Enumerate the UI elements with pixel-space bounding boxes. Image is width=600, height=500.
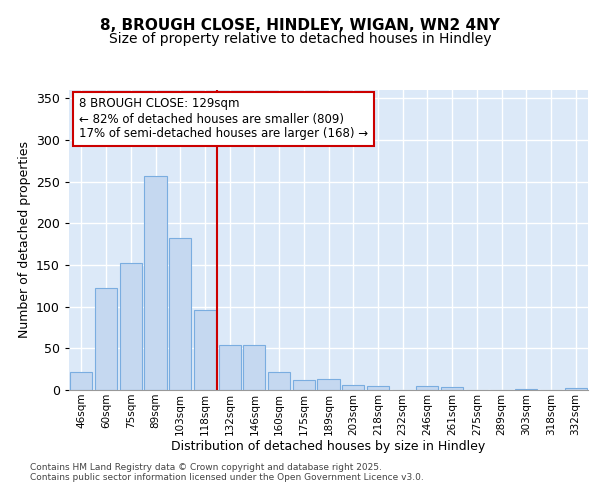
Bar <box>119 262 142 390</box>
Bar <box>367 386 389 390</box>
Text: 8, BROUGH CLOSE, HINDLEY, WIGAN, WN2 4NY: 8, BROUGH CLOSE, HINDLEY, WIGAN, WN2 4NY <box>100 18 500 32</box>
Text: 8 BROUGH CLOSE: 129sqm
← 82% of detached houses are smaller (809)
17% of semi-de: 8 BROUGH CLOSE: 129sqm ← 82% of detached… <box>79 98 368 140</box>
Bar <box>317 379 340 390</box>
Bar <box>441 386 463 390</box>
Y-axis label: Number of detached properties: Number of detached properties <box>17 142 31 338</box>
Bar <box>70 372 92 390</box>
Bar <box>515 389 538 390</box>
Text: Contains HM Land Registry data © Crown copyright and database right 2025.
Contai: Contains HM Land Registry data © Crown c… <box>30 462 424 482</box>
Bar <box>416 386 439 390</box>
Bar <box>293 380 315 390</box>
Bar <box>243 345 265 390</box>
Text: Size of property relative to detached houses in Hindley: Size of property relative to detached ho… <box>109 32 491 46</box>
Bar <box>194 310 216 390</box>
Bar <box>169 238 191 390</box>
X-axis label: Distribution of detached houses by size in Hindley: Distribution of detached houses by size … <box>172 440 485 454</box>
Bar <box>95 288 117 390</box>
Bar <box>218 345 241 390</box>
Bar <box>565 388 587 390</box>
Bar <box>342 385 364 390</box>
Bar <box>145 176 167 390</box>
Bar <box>268 372 290 390</box>
